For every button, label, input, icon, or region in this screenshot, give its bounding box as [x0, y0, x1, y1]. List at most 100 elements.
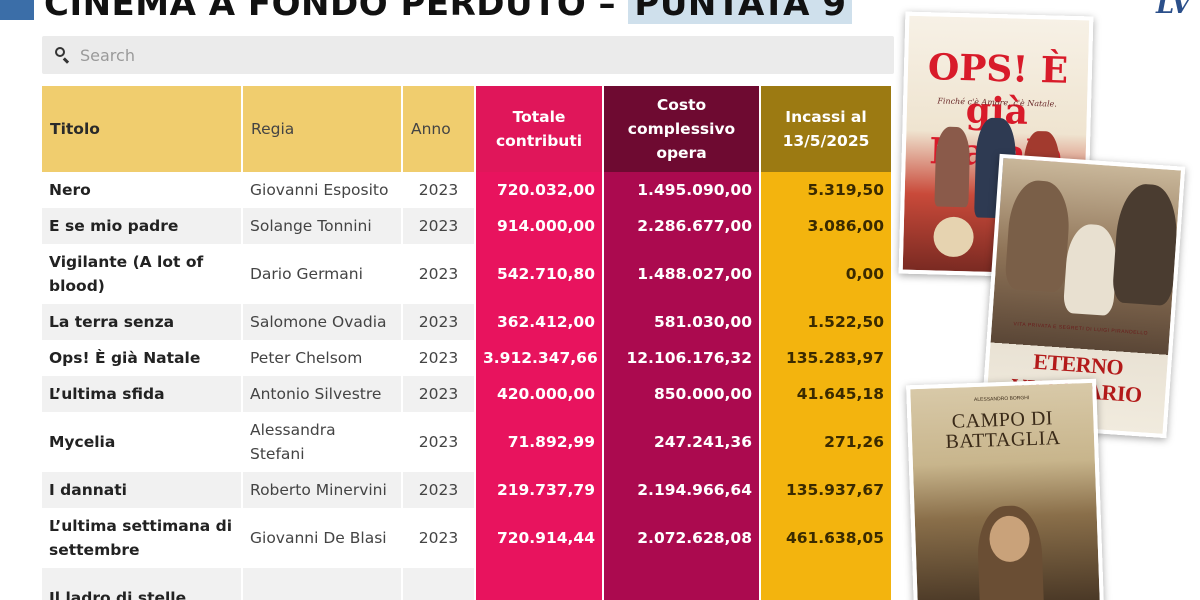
- page-title-text: CINEMA A FONDO PERDUTO –: [44, 0, 617, 24]
- poster-figure: [1004, 178, 1072, 293]
- poster-figure: [933, 216, 975, 258]
- header-line: 13/5/2025: [782, 132, 870, 150]
- cell-year: 2023: [402, 304, 476, 340]
- search-input[interactable]: [80, 45, 880, 65]
- cell-income: 5.319,50: [760, 172, 893, 208]
- cell-director: Roberto Minervini: [242, 472, 403, 508]
- table-row: E se mio padre Solange Tonnini 2023 914.…: [42, 208, 893, 244]
- cell-title: Il ladro di stelle: [42, 568, 243, 600]
- cell-cost: 1.488.027,00: [603, 244, 761, 304]
- cell-cost: 1.495.090,00: [603, 172, 761, 208]
- cell-income: 461.638,05: [760, 508, 893, 568]
- cell-director: Salomone Ovadia: [242, 304, 403, 340]
- episode-highlight: PUNTATA 9: [628, 0, 853, 24]
- cell-director: Antonio Silvestre: [242, 376, 403, 412]
- cell-cost: 2.072.628,08: [603, 508, 761, 568]
- cell-director: Giovanni De Blasi: [242, 508, 403, 568]
- cell-income: 3.086,00: [760, 208, 893, 244]
- cell-contributions: 420.000,00: [475, 376, 604, 412]
- cell-title: Vigilante (A lot of blood): [42, 244, 243, 304]
- cell-income: 1.522,50: [760, 304, 893, 340]
- cell-contributions: [475, 568, 604, 600]
- column-header-director[interactable]: Regia: [242, 86, 403, 172]
- column-header-income[interactable]: Incassi al 13/5/2025: [760, 86, 893, 172]
- cell-income: 135.937,67: [760, 472, 893, 508]
- cell-year: 2023: [402, 472, 476, 508]
- cell-contributions: 3.912.347,66: [475, 340, 604, 376]
- column-header-title[interactable]: Titolo: [42, 86, 243, 172]
- cell-title: Ops! È già Natale: [42, 340, 243, 376]
- cell-contributions: 542.710,80: [475, 244, 604, 304]
- cell-income: 271,26: [760, 412, 893, 472]
- cell-contributions: 914.000,00: [475, 208, 604, 244]
- table-row: Vigilante (A lot of blood) Dario Germani…: [42, 244, 893, 304]
- cell-cost: 581.030,00: [603, 304, 761, 340]
- column-header-year[interactable]: Anno: [402, 86, 476, 172]
- table-row: I dannati Roberto Minervini 2023 219.737…: [42, 472, 893, 508]
- cell-year: [402, 568, 476, 600]
- cell-director: Peter Chelsom: [242, 340, 403, 376]
- table-row: Il ladro di stelle: [42, 568, 893, 600]
- cell-title: Nero: [42, 172, 243, 208]
- search-icon: [54, 46, 72, 64]
- cell-year: 2023: [402, 244, 476, 304]
- cell-year: 2023: [402, 508, 476, 568]
- cell-cost: 247.241,36: [603, 412, 761, 472]
- table-header-row: Titolo Regia Anno Totale contributi Cost…: [42, 86, 893, 172]
- search-bar[interactable]: [42, 36, 894, 74]
- table-row: L’ultima sfida Antonio Silvestre 2023 42…: [42, 376, 893, 412]
- poster-figure: [934, 126, 971, 208]
- header-line: complessivo: [627, 120, 736, 138]
- column-header-cost[interactable]: Costo complessivo opera: [603, 86, 761, 172]
- cell-income: 41.645,18: [760, 376, 893, 412]
- header-line: Totale: [512, 108, 566, 126]
- column-header-contributions[interactable]: Totale contributi: [475, 86, 604, 172]
- poster-credit: ALESSANDRO BORGHI: [973, 395, 1030, 404]
- cell-income: 135.283,97: [760, 340, 893, 376]
- cell-contributions: 219.737,79: [475, 472, 604, 508]
- cell-year: 2023: [402, 376, 476, 412]
- cell-contributions: 720.032,00: [475, 172, 604, 208]
- cell-year: 2023: [402, 208, 476, 244]
- cell-year: 2023: [402, 412, 476, 472]
- table-row: L’ultima settimana di settembre Giovanni…: [42, 508, 893, 568]
- cell-income: 0,00: [760, 244, 893, 304]
- cell-director: Alessandra Stefani: [242, 412, 403, 472]
- cell-cost: [603, 568, 761, 600]
- header-line: Costo: [656, 96, 707, 114]
- header-line: opera: [656, 144, 707, 162]
- cell-income: [760, 568, 893, 600]
- cell-director: [242, 568, 403, 600]
- poster-figure: [1111, 182, 1180, 307]
- cell-director: Giovanni Esposito: [242, 172, 403, 208]
- table-row: La terra senza Salomone Ovadia 2023 362.…: [42, 304, 893, 340]
- poster-tagline: VITA PRIVATA E SEGRETI DI LUIGI PIRANDEL…: [1013, 321, 1149, 337]
- cell-title: La terra senza: [42, 304, 243, 340]
- cell-cost: 850.000,00: [603, 376, 761, 412]
- page-title: CINEMA A FONDO PERDUTO – PUNTATA 9: [44, 0, 853, 24]
- table-row: Nero Giovanni Esposito 2023 720.032,00 1…: [42, 172, 893, 208]
- brand-logo[interactable]: LV: [1156, 0, 1192, 20]
- cell-director: Solange Tonnini: [242, 208, 403, 244]
- cell-title: I dannati: [42, 472, 243, 508]
- poster-title: CAMPO DI BATTAGLIA: [945, 407, 1061, 454]
- cell-contributions: 362.412,00: [475, 304, 604, 340]
- cell-cost: 2.194.966,64: [603, 472, 761, 508]
- cell-title: Mycelia: [42, 412, 243, 472]
- table-row: Mycelia Alessandra Stefani 2023 71.892,9…: [42, 412, 893, 472]
- cell-title: L’ultima sfida: [42, 376, 243, 412]
- poster-campo-di-battaglia[interactable]: ALESSANDRO BORGHI CAMPO DI BATTAGLIA: [906, 378, 1104, 600]
- cell-year: 2023: [402, 172, 476, 208]
- cell-contributions: 71.892,99: [475, 412, 604, 472]
- cell-director: Dario Germani: [242, 244, 403, 304]
- films-table: Titolo Regia Anno Totale contributi Cost…: [42, 86, 893, 600]
- cell-cost: 2.286.677,00: [603, 208, 761, 244]
- header-line: contributi: [495, 132, 583, 150]
- cell-title: L’ultima settimana di settembre: [42, 508, 243, 568]
- corner-accent: [0, 0, 34, 20]
- cell-year: 2023: [402, 340, 476, 376]
- cell-cost: 12.106.176,32: [603, 340, 761, 376]
- table-row: Ops! È già Natale Peter Chelsom 2023 3.9…: [42, 340, 893, 376]
- header-line: Incassi al: [785, 108, 867, 126]
- cell-title: E se mio padre: [42, 208, 243, 244]
